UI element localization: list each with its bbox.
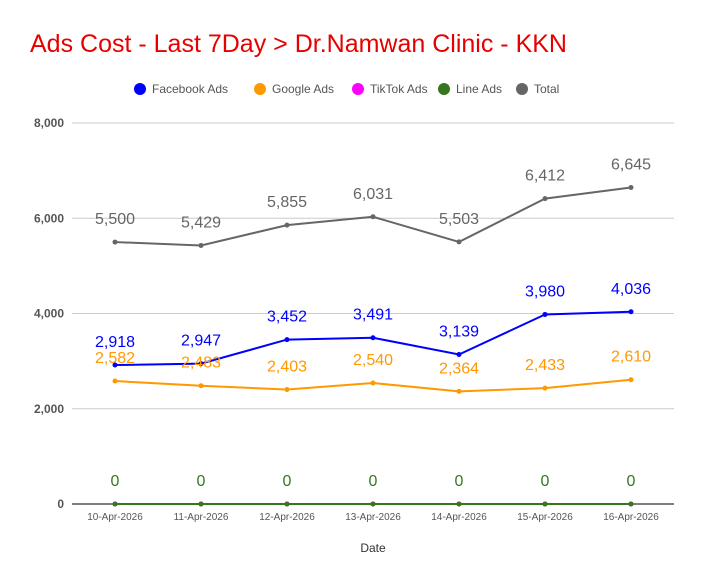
data-label: 2,918 [95, 334, 135, 351]
data-point [112, 501, 118, 507]
data-point [198, 242, 204, 248]
data-label: 3,452 [267, 309, 307, 326]
legend-label: Google Ads [272, 82, 334, 96]
data-point [198, 361, 204, 367]
legend-label: Facebook Ads [152, 82, 228, 96]
data-label: 2,610 [611, 349, 651, 366]
x-tick-label: 12-Apr-2026 [259, 512, 315, 523]
data-point [284, 501, 290, 507]
data-point [112, 239, 118, 245]
legend-marker [438, 83, 450, 95]
data-label: 5,855 [267, 194, 307, 211]
data-point [284, 387, 290, 393]
data-point [628, 185, 634, 191]
data-label: 0 [627, 473, 636, 490]
data-label: 2,403 [267, 359, 307, 376]
data-point [370, 501, 376, 507]
data-point [542, 196, 548, 202]
legend-marker [516, 83, 528, 95]
x-tick-label: 14-Apr-2026 [431, 512, 487, 523]
data-point [456, 501, 462, 507]
x-axis-label: Date [360, 541, 386, 555]
data-label: 2,433 [525, 357, 565, 374]
data-point [542, 501, 548, 507]
data-label: 0 [369, 473, 378, 490]
legend-marker [134, 83, 146, 95]
data-label: 6,645 [611, 157, 651, 174]
data-label: 5,429 [181, 214, 221, 231]
data-label: 0 [283, 473, 292, 490]
data-point [112, 362, 118, 368]
data-point [628, 377, 634, 383]
data-label: 4,036 [611, 281, 651, 298]
y-tick-label: 0 [57, 497, 64, 511]
data-label: 2,582 [95, 350, 135, 367]
x-tick-label: 16-Apr-2026 [603, 512, 659, 523]
x-tick-label: 15-Apr-2026 [517, 512, 573, 523]
chart-title: Ads Cost - Last 7Day > Dr.Namwan Clinic … [30, 30, 567, 58]
legend-label: Total [534, 82, 559, 96]
legend-marker [352, 83, 364, 95]
data-label: 0 [197, 473, 206, 490]
data-label: 2,483 [181, 355, 221, 372]
data-label: 3,491 [353, 307, 393, 324]
data-label: 2,364 [439, 360, 479, 377]
data-point [370, 380, 376, 386]
data-label: 3,139 [439, 324, 479, 341]
data-label: 0 [111, 473, 120, 490]
data-point [370, 214, 376, 220]
data-point [198, 501, 204, 507]
data-point [370, 335, 376, 341]
data-label: 3,980 [525, 283, 565, 300]
data-label: 2,540 [353, 352, 393, 369]
data-point [456, 352, 462, 358]
x-tick-label: 10-Apr-2026 [87, 512, 143, 523]
data-point [542, 385, 548, 391]
y-tick-label: 2,000 [34, 402, 64, 416]
data-label: 6,031 [353, 186, 393, 203]
legend-marker [254, 83, 266, 95]
x-tick-label: 11-Apr-2026 [174, 512, 229, 523]
data-label: 0 [541, 473, 550, 490]
x-tick-label: 13-Apr-2026 [345, 512, 401, 523]
data-point [628, 309, 634, 315]
legend-label: Line Ads [456, 82, 502, 96]
data-label: 6,412 [525, 168, 565, 185]
data-label: 0 [455, 473, 464, 490]
data-point [456, 239, 462, 245]
data-point [198, 383, 204, 389]
data-label: 2,947 [181, 333, 221, 350]
y-tick-label: 8,000 [34, 116, 64, 130]
data-point [284, 222, 290, 228]
data-point [542, 311, 548, 317]
data-label: 5,503 [439, 211, 479, 228]
data-point [456, 388, 462, 394]
legend-label: TikTok Ads [370, 82, 428, 96]
y-tick-label: 6,000 [34, 211, 64, 225]
y-tick-label: 4,000 [34, 307, 64, 321]
data-point [284, 337, 290, 343]
data-point [112, 378, 118, 384]
data-point [628, 501, 634, 507]
data-label: 5,500 [95, 211, 135, 228]
